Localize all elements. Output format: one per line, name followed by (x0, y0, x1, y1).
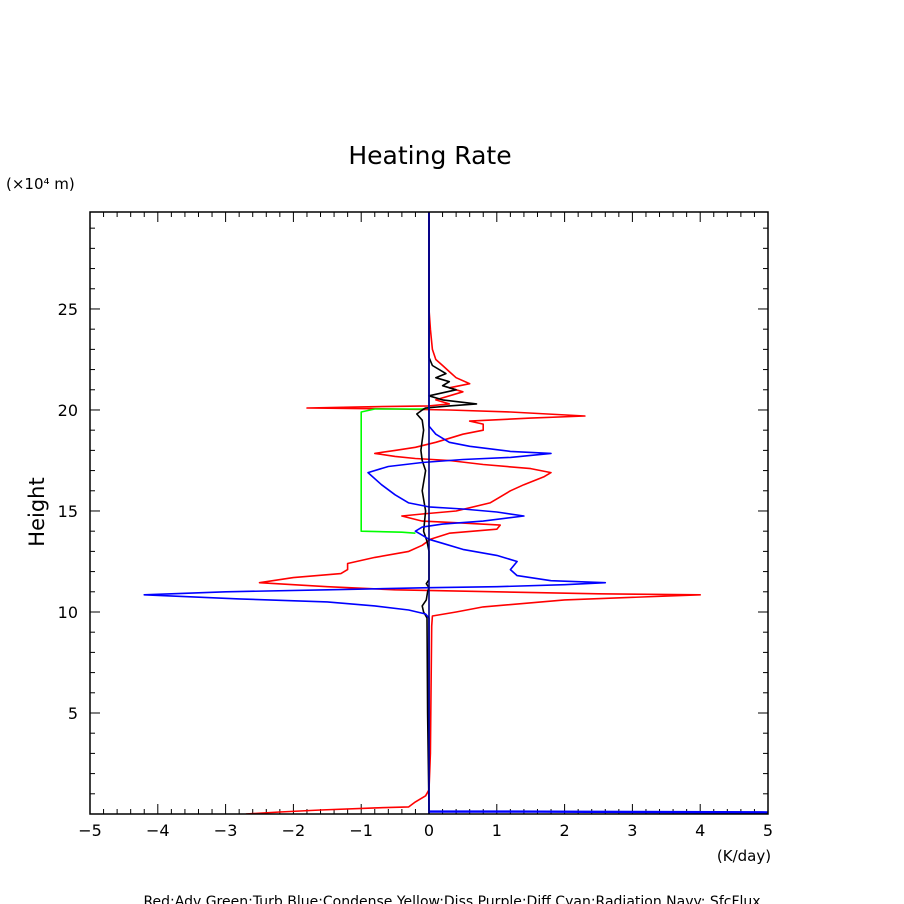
y-tick-label: 10 (58, 603, 78, 622)
plot-frame (89, 211, 769, 815)
series-line-2 (360, 407, 430, 534)
x-tick-label: −3 (214, 821, 238, 840)
x-tick-label: −4 (146, 821, 170, 840)
series-line-3 (415, 212, 478, 814)
chart-title: Heating Rate (348, 141, 511, 170)
y-axis-label: Height (25, 477, 49, 546)
tick-labels: −5 −4 −3 −2 −1 0 1 2 3 4 5 5 10 15 20 25 (58, 300, 773, 840)
x-axis-unit: (K/day) (717, 847, 771, 865)
y-tick-label: 5 (68, 704, 78, 723)
series-lines (143, 212, 768, 814)
x-tick-label: 0 (424, 821, 434, 840)
x-tick-label: 2 (560, 821, 570, 840)
y-axis-unit: (×10⁴ m) (6, 175, 75, 193)
x-tick-label: −2 (282, 821, 306, 840)
x-tick-label: 1 (492, 821, 502, 840)
x-tick-label: 3 (627, 821, 637, 840)
y-tick-label: 15 (58, 502, 78, 521)
x-tick-label: 4 (695, 821, 705, 840)
x-tick-label: −1 (349, 821, 373, 840)
x-tick-label: 5 (763, 821, 773, 840)
series-line-1 (245, 212, 702, 814)
legend-caption: Red:Adv Green:Turb Blue:Condense Yellow:… (143, 894, 760, 904)
x-tick-label: −5 (78, 821, 102, 840)
y-tick-label: 20 (58, 401, 78, 420)
series-line-4 (143, 212, 768, 814)
y-tick-label: 25 (58, 300, 78, 319)
